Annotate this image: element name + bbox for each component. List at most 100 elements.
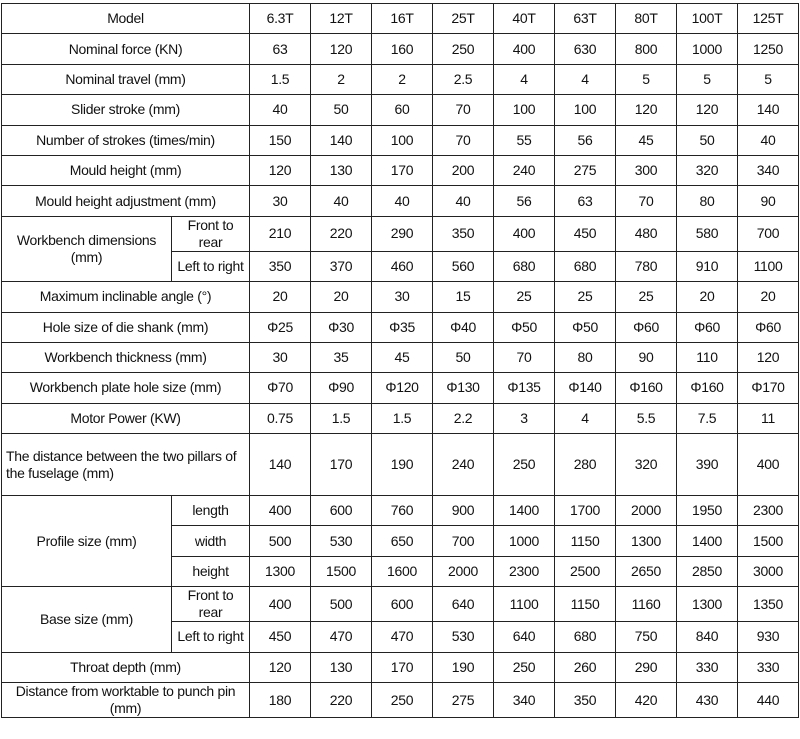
- value-cell: Φ60: [676, 311, 739, 343]
- value-cell: 140: [249, 433, 312, 497]
- value-cell: 1.5: [249, 63, 312, 96]
- sub-label: Front to rear: [170, 586, 251, 623]
- value-cell: Φ160: [615, 372, 678, 404]
- value-cell: 330: [737, 651, 800, 684]
- value-cell: 2650: [615, 555, 678, 588]
- value-cell: 840: [676, 621, 739, 653]
- value-cell: 260: [554, 651, 617, 684]
- value-cell: 200: [432, 154, 495, 187]
- spec-row: Nominal travel (mm) 1.5 2 2 2.5 4 4 5 5 5: [0, 63, 800, 96]
- value-cell: 2000: [432, 555, 495, 588]
- spec-row: Left to right 350 370 460 560 680 680 780 910 110…: [2, 250, 800, 283]
- value-cell: Φ35: [371, 311, 434, 343]
- sub-label: length: [170, 495, 251, 527]
- value-cell: 240: [432, 433, 495, 497]
- value-cell: 700: [432, 525, 495, 557]
- value-cell: 1150: [554, 586, 617, 623]
- value-cell: Φ50: [493, 311, 556, 343]
- value-cell: 40: [249, 94, 312, 126]
- value-cell: 680: [554, 621, 617, 653]
- value-cell: 130: [310, 154, 373, 187]
- value-cell: 5: [676, 63, 739, 96]
- spec-row: Distance from worktable to punch pin (mm…: [0, 682, 800, 719]
- spec-row: Workbench plate hole size (mm) Φ70 Φ90 Φ120…: [0, 372, 800, 404]
- value-cell: 470: [371, 621, 434, 653]
- value-cell: 4: [493, 63, 556, 96]
- value-cell: 700: [737, 215, 800, 252]
- value-cell: 390: [676, 433, 739, 497]
- value-cell: 63: [554, 185, 617, 217]
- value-cell: 80: [676, 185, 739, 217]
- value-cell: 400: [737, 433, 800, 497]
- value-cell: 650: [371, 525, 434, 557]
- value-cell: 1160: [615, 586, 678, 623]
- sub-label: Left to right: [170, 621, 251, 653]
- value-cell: 120: [249, 651, 312, 684]
- value-cell: 5.5: [615, 402, 678, 435]
- value-cell: 1150: [554, 525, 617, 557]
- value-cell: 275: [554, 154, 617, 187]
- value-cell: 50: [310, 94, 373, 126]
- value-cell: 30: [371, 281, 434, 313]
- value-cell: Φ140: [554, 372, 617, 404]
- value-cell: 2850: [676, 555, 739, 588]
- value-cell: 190: [371, 433, 434, 497]
- value-cell: 70: [432, 94, 495, 126]
- value-cell: 70: [615, 185, 678, 217]
- value-cell: Φ170: [737, 372, 800, 404]
- spec-row: Mould height adjustment (mm) 30 40 40 40 56 63…: [0, 185, 800, 217]
- value-cell: 220: [310, 682, 373, 719]
- value-cell: Φ25: [249, 311, 312, 343]
- value-cell: 300: [615, 154, 678, 187]
- value-cell: 1250: [737, 33, 800, 65]
- value-cell: 120: [676, 94, 739, 126]
- value-cell: Φ130: [432, 372, 495, 404]
- value-cell: 120: [310, 33, 373, 65]
- value-cell: 70: [432, 124, 495, 156]
- model-header: 25T: [432, 2, 495, 35]
- value-cell: 110: [676, 341, 739, 374]
- row-label: Mould height adjustment (mm): [0, 185, 251, 217]
- value-cell: 680: [554, 250, 617, 283]
- spec-row: Left to right 450 470 470 530 640 680 750 840 930: [2, 621, 800, 653]
- value-cell: 170: [371, 154, 434, 187]
- value-cell: 250: [493, 433, 556, 497]
- value-cell: 350: [432, 215, 495, 252]
- value-cell: 900: [432, 495, 495, 527]
- spec-table: Model 6.3T 12T 16T 25T 40T 63T 80T 100T 125T Nomin…: [0, 2, 800, 719]
- value-cell: 40: [737, 124, 800, 156]
- value-cell: 56: [493, 185, 556, 217]
- value-cell: 40: [371, 185, 434, 217]
- value-cell: Φ70: [249, 372, 312, 404]
- group-label: Base size (mm): [1, 586, 172, 653]
- value-cell: Φ30: [310, 311, 373, 343]
- value-cell: 2.5: [432, 63, 495, 96]
- value-cell: 210: [249, 215, 312, 252]
- value-cell: 25: [615, 281, 678, 313]
- value-cell: Φ50: [554, 311, 617, 343]
- value-cell: 680: [493, 250, 556, 283]
- row-label: Motor Power (KW): [0, 402, 251, 435]
- value-cell: Φ120: [371, 372, 434, 404]
- value-cell: 7.5: [676, 402, 739, 435]
- value-cell: 1600: [371, 555, 434, 588]
- value-cell: 780: [615, 250, 678, 283]
- header-row: Model 6.3T 12T 16T 25T 40T 63T 80T 100T 125T: [0, 2, 800, 35]
- value-cell: 1500: [310, 555, 373, 588]
- row-label: Mould height (mm): [0, 154, 251, 187]
- value-cell: 1700: [554, 495, 617, 527]
- spec-row: Base size (mm) Front to rear 400 500 600 640 1…: [1, 586, 800, 653]
- value-cell: 25: [493, 281, 556, 313]
- spec-row: Number of strokes (times/min) 150 140 100 70…: [0, 124, 800, 156]
- spec-row: Workbench thickness (mm) 30 35 45 50 70 80 90 11…: [0, 341, 800, 374]
- value-cell: 20: [737, 281, 800, 313]
- value-cell: 45: [371, 341, 434, 374]
- spec-row: Motor Power (KW) 0.75 1.5 1.5 2.2 3 4 5.5 7.5 11: [0, 402, 800, 435]
- group-label: Profile size (mm): [1, 495, 172, 588]
- value-cell: 1.5: [371, 402, 434, 435]
- value-cell: 130: [310, 651, 373, 684]
- value-cell: 640: [493, 621, 556, 653]
- value-cell: 30: [249, 341, 312, 374]
- value-cell: 56: [554, 124, 617, 156]
